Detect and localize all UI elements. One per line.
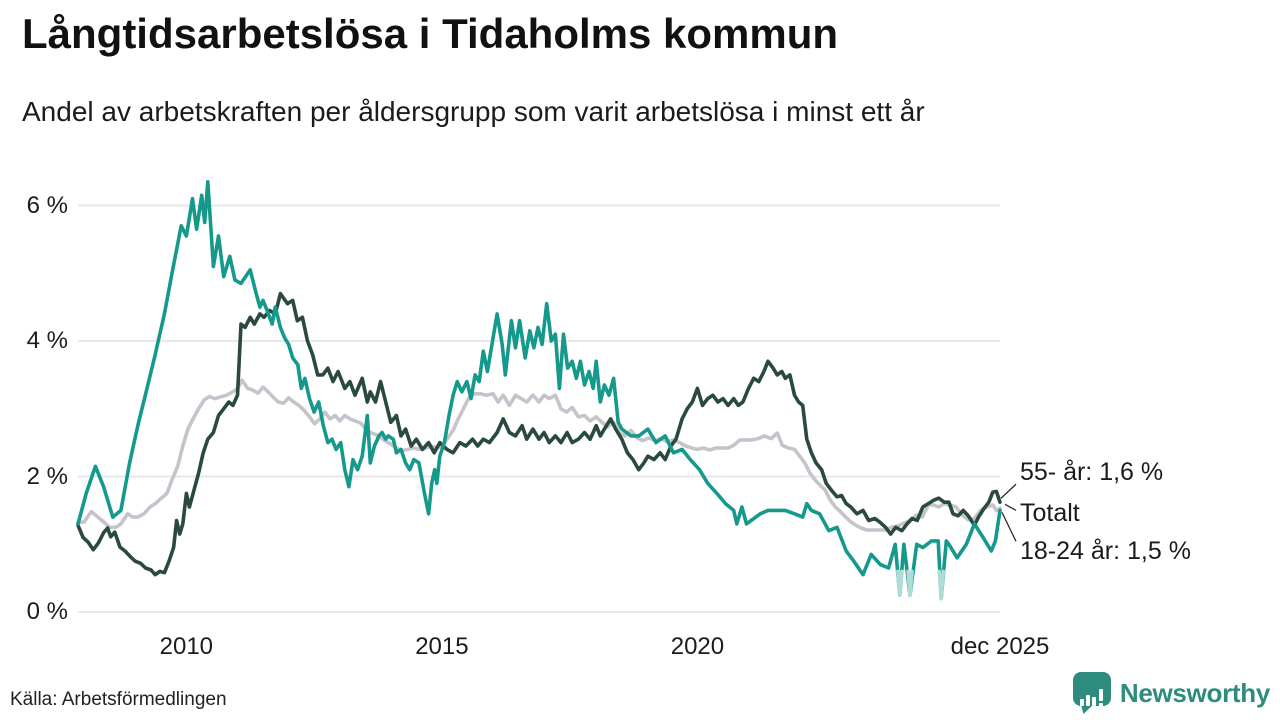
series-line-faded-dip-1	[906, 569, 914, 597]
page-subtitle: Andel av arbetskraften per åldersgrupp s…	[22, 96, 925, 127]
y-tick-label-6: 6 %	[26, 191, 68, 219]
y-tick-label-0: 0 %	[26, 598, 68, 625]
page-title: Långtidsarbetslösa i Tidaholms kommun	[22, 10, 839, 57]
annotation-connector-55-ar	[1000, 483, 1017, 499]
source-note: Källa: Arbetsförmedlingen	[10, 689, 227, 710]
annotation-connector-18-24-ar	[1001, 512, 1017, 542]
series-line-Totalt	[76, 378, 1002, 532]
annotation-connector-totalt	[1004, 503, 1017, 511]
annotation-55-ar: 55- år: 1,6 %	[1020, 458, 1164, 487]
series-line-faded-dip-0	[895, 569, 904, 597]
x-tick-label-2010: 2010	[159, 633, 214, 660]
x-tick-label-dec-2025: dec 2025	[950, 633, 1050, 660]
series-line-18-24-år	[76, 180, 1002, 601]
newsworthy-chart-bubble-icon	[1072, 672, 1111, 714]
y-tick-label-4: 4 %	[26, 327, 68, 354]
series-line-55--år	[76, 291, 1002, 577]
annotation-18-24-ar: 18-24 år: 1,5 %	[1020, 537, 1191, 566]
x-tick-label-2015: 2015	[415, 633, 469, 660]
newsworthy-wordmark: Newsworthy	[1119, 677, 1270, 708]
series-line-faded-dip-2	[937, 569, 946, 601]
y-tick-label-2: 2 %	[26, 462, 68, 490]
x-tick-label-2020: 2020	[670, 633, 725, 660]
annotation-totalt: Totalt	[1020, 499, 1080, 528]
newsworthy-logo: Newsworthy	[1072, 672, 1270, 714]
